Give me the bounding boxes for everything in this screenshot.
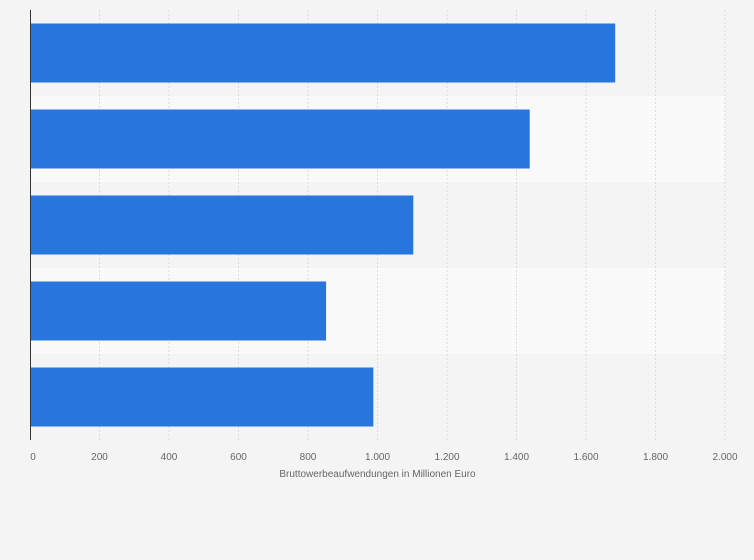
bar[interactable]	[30, 109, 530, 169]
bar[interactable]	[30, 195, 414, 255]
x-tick-label: 1.400	[504, 452, 529, 463]
bars	[30, 23, 616, 427]
x-tick-label: 1.200	[434, 452, 459, 463]
bar[interactable]	[30, 23, 616, 83]
x-tick-label: 1.600	[573, 452, 598, 463]
bar[interactable]	[30, 367, 374, 427]
bar[interactable]	[30, 281, 327, 341]
x-tick-label: 600	[230, 452, 247, 463]
x-tick-label: 0	[30, 452, 36, 463]
x-tick-label: 200	[91, 452, 108, 463]
x-tick-label: 1.000	[365, 452, 390, 463]
x-tick-label: 2.000	[712, 452, 737, 463]
x-tick-label: 400	[161, 452, 178, 463]
x-axis-ticks: 0 200 400 600 800 1.000 1.200 1.400 1.600 1.800 2.…	[30, 452, 738, 463]
x-tick-label: 1.800	[643, 452, 668, 463]
x-tick-label: 800	[300, 452, 317, 463]
x-axis-title: Bruttowerbeaufwendungen in Millionen Eur…	[279, 469, 476, 480]
